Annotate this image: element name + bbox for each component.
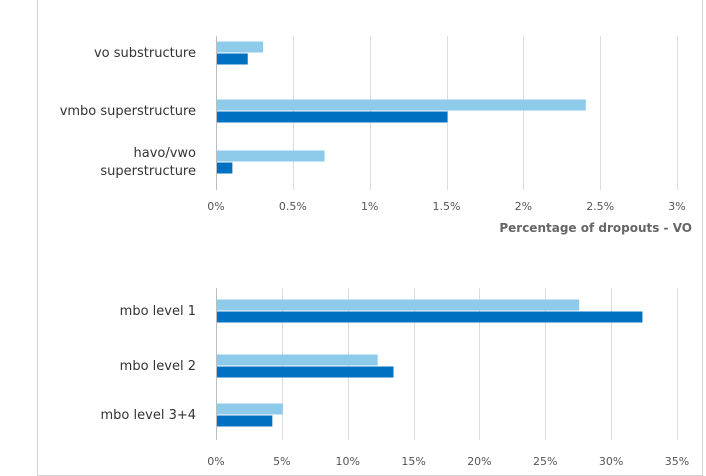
tick-label: 0%	[207, 455, 224, 468]
category-label: havo/vwo superstructure	[100, 146, 196, 179]
category-label: mbo level 1	[120, 304, 196, 319]
bar	[217, 366, 394, 378]
category-label: vmbo superstructure	[60, 104, 196, 119]
bar	[217, 99, 586, 111]
bar	[217, 162, 233, 174]
tick-label: 25%	[533, 455, 557, 468]
bar	[217, 354, 378, 366]
bar	[217, 150, 325, 162]
category-label: vo substructure	[94, 46, 196, 61]
bar	[217, 403, 283, 415]
x-axis-title: Percentage of dropouts - VO	[499, 221, 692, 235]
tick-label: 35%	[665, 455, 689, 468]
bar	[217, 299, 580, 311]
tick-label: 0%	[207, 200, 224, 213]
bar	[217, 41, 264, 53]
category-label: mbo level 3+4	[101, 408, 196, 423]
tick-label: 2%	[515, 200, 532, 213]
bar	[217, 53, 248, 65]
bar	[217, 311, 643, 323]
tick-label: 15%	[401, 455, 425, 468]
category-label: mbo level 2	[120, 359, 196, 374]
bar	[217, 415, 273, 427]
bar	[217, 111, 448, 123]
tick-label: 20%	[467, 455, 491, 468]
tick-label: 30%	[599, 455, 623, 468]
tick-label: 1.5%	[433, 200, 461, 213]
tick-label: 1%	[361, 200, 378, 213]
tick-label: 3%	[668, 200, 685, 213]
tick-label: 2.5%	[586, 200, 614, 213]
tick-label: 5%	[273, 455, 290, 468]
chart-1: vo substructure vmbo superstructure havo/v…	[60, 36, 692, 235]
chart-2: mbo level 1 mbo level 2 mbo level 3+4 0% 5% 1…	[101, 288, 689, 468]
tick-label: 10%	[335, 455, 359, 468]
tick-label: 0.5%	[279, 200, 307, 213]
